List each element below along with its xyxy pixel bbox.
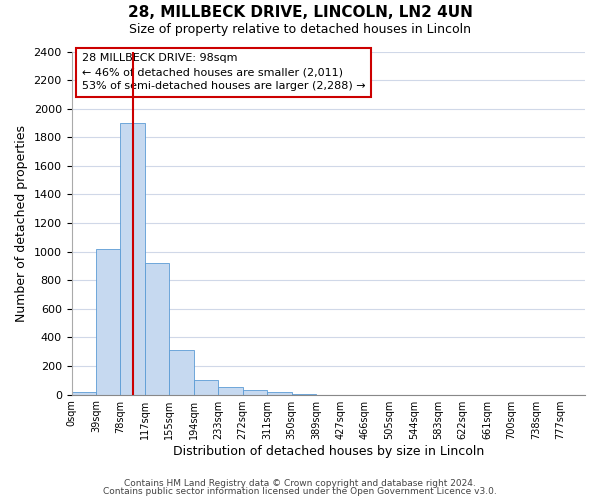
Text: 28 MILLBECK DRIVE: 98sqm
← 46% of detached houses are smaller (2,011)
53% of sem: 28 MILLBECK DRIVE: 98sqm ← 46% of detach… (82, 53, 365, 91)
Text: 28, MILLBECK DRIVE, LINCOLN, LN2 4UN: 28, MILLBECK DRIVE, LINCOLN, LN2 4UN (128, 5, 472, 20)
Bar (169, 350, 194, 395)
Text: Contains HM Land Registry data © Crown copyright and database right 2024.: Contains HM Land Registry data © Crown c… (124, 478, 476, 488)
Text: Size of property relative to detached houses in Lincoln: Size of property relative to detached ho… (129, 22, 471, 36)
Bar (194, 380, 218, 394)
X-axis label: Distribution of detached houses by size in Lincoln: Distribution of detached houses by size … (173, 444, 484, 458)
Bar (242, 390, 267, 394)
Text: Contains public sector information licensed under the Open Government Licence v3: Contains public sector information licen… (103, 487, 497, 496)
Bar (96, 249, 121, 394)
Y-axis label: Number of detached properties: Number of detached properties (15, 124, 28, 322)
Bar (121, 123, 145, 394)
Bar (218, 386, 242, 394)
Bar (71, 392, 96, 394)
Bar (145, 263, 169, 394)
Bar (267, 392, 292, 394)
